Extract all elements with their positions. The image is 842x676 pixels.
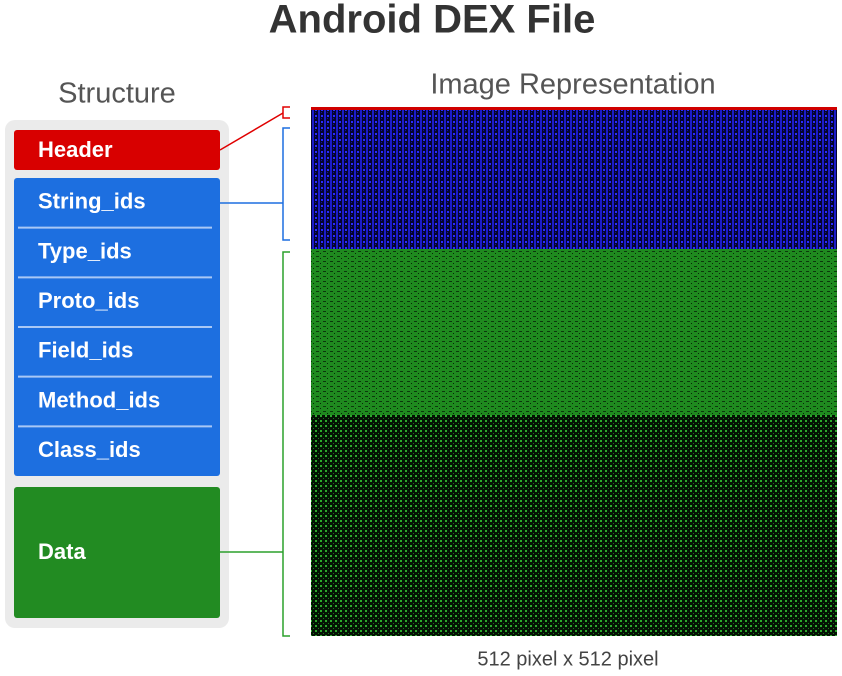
- image-caption: 512 pixel x 512 pixel: [477, 648, 658, 670]
- ids-list: String_ids Type_ids Proto_ids Field_ids Meth…: [18, 189, 212, 462]
- data-block: [14, 487, 220, 618]
- ids-label: Type_ids: [38, 238, 132, 263]
- ids-label: Class_ids: [38, 437, 141, 462]
- ids-label: Method_ids: [38, 387, 160, 412]
- title: Android DEX File: [269, 0, 596, 42]
- image-header-region: [311, 107, 837, 110]
- ids-bracket: [282, 127, 290, 241]
- ids-label: Field_ids: [38, 338, 133, 363]
- ids-label: String_ids: [38, 189, 146, 214]
- header-bracket: [282, 106, 290, 119]
- image-ids-region: [311, 110, 837, 249]
- image-label: Image Representation: [430, 69, 715, 101]
- brackets: [219, 106, 290, 637]
- data-label: Data: [38, 539, 86, 564]
- data-bracket: [282, 251, 290, 637]
- structure-label: Structure: [58, 78, 176, 110]
- header-connector: [219, 112, 284, 151]
- image-data-region-lower: [311, 415, 837, 636]
- image-data-region-upper: [311, 249, 837, 415]
- header-label: Header: [38, 137, 113, 162]
- header-block: [14, 130, 220, 170]
- ids-label: Proto_ids: [38, 288, 139, 313]
- dex-image: [311, 107, 837, 636]
